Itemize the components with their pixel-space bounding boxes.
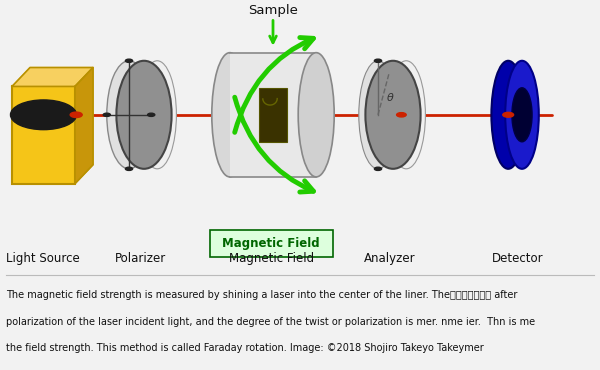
Polygon shape (75, 67, 93, 184)
Ellipse shape (116, 61, 172, 169)
Ellipse shape (512, 88, 532, 142)
Circle shape (11, 100, 77, 130)
Circle shape (103, 113, 110, 117)
Ellipse shape (212, 53, 248, 177)
Ellipse shape (359, 61, 397, 169)
Circle shape (374, 167, 382, 171)
Circle shape (397, 112, 406, 117)
Text: polarization of the laser incident light, and the degree of the twist or polariz: polarization of the laser incident light… (6, 317, 535, 327)
Circle shape (374, 59, 382, 63)
Ellipse shape (107, 61, 151, 169)
Text: Magnetic Field: Magnetic Field (223, 236, 320, 250)
Ellipse shape (365, 61, 421, 169)
Text: Polarizer: Polarizer (115, 252, 167, 265)
Text: Detector: Detector (491, 252, 543, 265)
Text: Sample: Sample (248, 4, 298, 17)
Text: Magnetic Field: Magnetic Field (229, 252, 314, 265)
Bar (259, 88, 287, 142)
Circle shape (125, 59, 133, 63)
Text: $\theta$: $\theta$ (386, 91, 395, 103)
Bar (230, 53, 316, 177)
Ellipse shape (298, 53, 334, 177)
Polygon shape (12, 67, 93, 87)
Circle shape (70, 112, 82, 118)
Circle shape (148, 113, 155, 117)
FancyBboxPatch shape (12, 87, 75, 184)
Text: Light Source: Light Source (7, 252, 80, 265)
Circle shape (503, 112, 514, 117)
Circle shape (125, 167, 133, 171)
FancyBboxPatch shape (210, 229, 333, 257)
Ellipse shape (491, 61, 525, 169)
Text: The magnetic field strength is measured by shining a laser into the center of th: The magnetic field strength is measured … (6, 290, 517, 300)
Ellipse shape (505, 61, 539, 169)
Ellipse shape (138, 61, 176, 169)
Ellipse shape (387, 61, 425, 169)
Text: the field strength. This method is called Faraday rotation. Image: ©2018 Shojiro: the field strength. This method is calle… (6, 343, 484, 353)
Text: Analyzer: Analyzer (364, 252, 416, 265)
